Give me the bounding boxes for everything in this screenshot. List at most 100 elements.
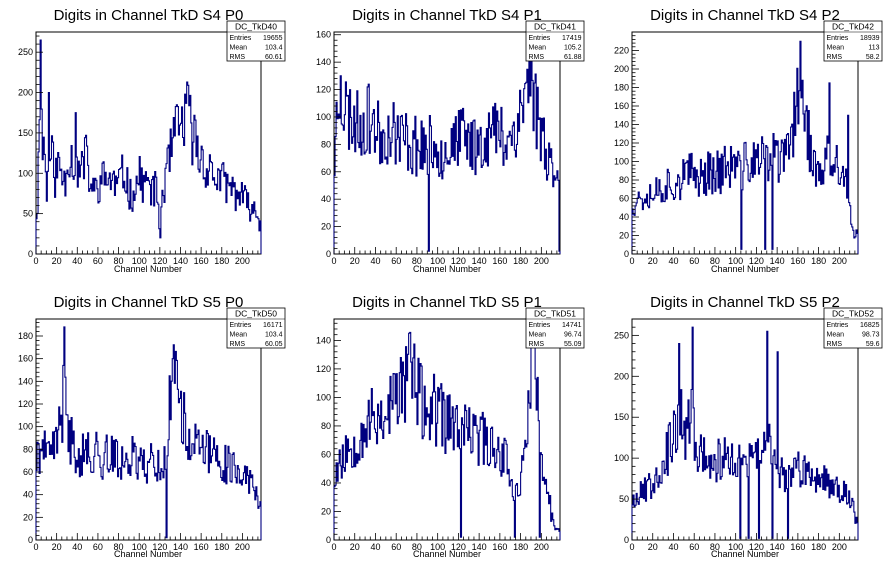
- plot-frame: [333, 318, 561, 541]
- y-tick-label: 180: [614, 83, 629, 93]
- stats-label-entries: Entries: [230, 322, 252, 329]
- y-tick-label: 60: [619, 194, 629, 204]
- stats-box: DC_TkD42 Entries 18939 Mean 113 RMS 58.2: [823, 20, 883, 62]
- x-tick-label: 200: [534, 256, 549, 266]
- x-tick-label: 80: [114, 256, 124, 266]
- y-tick-label: 100: [18, 168, 33, 178]
- histogram-line: [333, 318, 561, 540]
- stats-box-frame: [226, 20, 286, 62]
- y-tick-label: 40: [23, 490, 33, 500]
- stats-value-entries: 16825: [860, 322, 880, 329]
- y-tick-label: 250: [614, 330, 629, 340]
- x-tick-label: 180: [513, 542, 528, 552]
- y-tick-label: 200: [18, 88, 33, 98]
- y-tick-label: 220: [614, 46, 629, 56]
- stats-name: DC_TkD51: [534, 309, 576, 319]
- x-tick-label: 20: [648, 256, 658, 266]
- stats-label-rms: RMS: [529, 341, 545, 348]
- stats-label-entries: Entries: [827, 322, 849, 329]
- histogram-panel-4: Digits in Channel TkD S5 P0 0 20 40 60 80 100 1…: [18, 294, 286, 559]
- y-tick-label: 20: [321, 222, 331, 232]
- y-tick-label: 120: [614, 138, 629, 148]
- stats-label-mean: Mean: [230, 45, 248, 52]
- y-tick-label: 80: [321, 421, 331, 431]
- x-tick-label: 20: [648, 542, 658, 552]
- stats-value-rms: 58.2: [866, 54, 880, 61]
- stats-value-mean: 98.73: [862, 332, 880, 339]
- stats-label-entries: Entries: [529, 322, 551, 329]
- x-tick-label: 40: [72, 256, 82, 266]
- y-tick-label: 150: [614, 412, 629, 422]
- y-tick-label: 0: [28, 249, 33, 259]
- stats-name: DC_TkD41: [534, 22, 576, 32]
- y-tick-label: 0: [624, 535, 629, 545]
- stats-value-entries: 14741: [562, 322, 582, 329]
- x-tick-label: 20: [52, 542, 62, 552]
- plot-frame: [35, 31, 262, 255]
- stats-label-mean: Mean: [529, 332, 547, 339]
- y-tick-label: 60: [321, 449, 331, 459]
- x-tick-label: 100: [132, 256, 147, 266]
- stats-label-rms: RMS: [827, 341, 843, 348]
- x-tick-label: 140: [770, 256, 785, 266]
- y-tick-label: 100: [614, 453, 629, 463]
- x-tick-label: 40: [370, 256, 380, 266]
- y-tick-label: 20: [321, 506, 331, 516]
- x-tick-label: 160: [492, 542, 507, 552]
- y-tick-label: 60: [23, 467, 33, 477]
- x-tick-label: 80: [412, 256, 422, 266]
- stats-box: DC_TkD41 Entries 17419 Mean 105.2 RMS 61.88: [525, 20, 585, 62]
- panel-title: Digits in Channel TkD S4 P2: [650, 7, 840, 24]
- y-tick-label: 40: [321, 478, 331, 488]
- y-tick-label: 250: [18, 47, 33, 57]
- x-tick-label: 0: [33, 256, 38, 266]
- x-tick-label: 120: [451, 542, 466, 552]
- x-tick-label: 160: [790, 256, 805, 266]
- stats-value-entries: 17419: [562, 35, 582, 42]
- y-tick-label: 140: [18, 376, 33, 386]
- x-tick-label: 80: [710, 542, 720, 552]
- y-tick-label: 100: [316, 392, 331, 402]
- stats-box-frame: [823, 20, 883, 62]
- stats-value-rms: 60.61: [265, 54, 283, 61]
- x-tick-label: 40: [668, 256, 678, 266]
- y-tick-label: 200: [614, 64, 629, 74]
- x-tick-label: 140: [472, 542, 487, 552]
- stats-value-entries: 18939: [860, 35, 880, 42]
- y-tick-label: 20: [23, 512, 33, 522]
- panel-title: Digits in Channel TkD S4 P0: [54, 7, 244, 24]
- y-tick-label: 50: [619, 494, 629, 504]
- x-tick-label: 20: [350, 256, 360, 266]
- x-tick-label: 200: [235, 542, 250, 552]
- panel-title: Digits in Channel TkD S5 P0: [54, 294, 244, 311]
- y-tick-label: 140: [316, 335, 331, 345]
- stats-label-mean: Mean: [529, 45, 547, 52]
- x-axis-label: Channel Number: [114, 264, 182, 274]
- y-tick-label: 0: [28, 535, 33, 545]
- histogram-line: [631, 326, 859, 540]
- x-tick-label: 100: [728, 542, 743, 552]
- x-tick-label: 160: [492, 256, 507, 266]
- stats-value-rms: 61.88: [564, 54, 582, 61]
- x-tick-label: 100: [132, 542, 147, 552]
- x-tick-label: 120: [749, 542, 764, 552]
- histogram-panel-5: Digits in Channel TkD S5 P1 0 20 40 60 80 100 1…: [316, 294, 585, 559]
- y-tick-label: 80: [619, 175, 629, 185]
- y-tick-label: 0: [326, 535, 331, 545]
- x-tick-label: 180: [214, 542, 229, 552]
- x-tick-label: 60: [391, 542, 401, 552]
- x-tick-label: 200: [832, 256, 847, 266]
- histogram-line: [35, 326, 262, 540]
- x-tick-label: 100: [430, 256, 445, 266]
- x-tick-label: 200: [534, 542, 549, 552]
- y-tick-label: 40: [321, 194, 331, 204]
- x-axis-label: Channel Number: [413, 549, 481, 559]
- x-tick-label: 0: [629, 542, 634, 552]
- stats-name: DC_TkD50: [235, 309, 277, 319]
- y-tick-label: 50: [23, 209, 33, 219]
- stats-value-mean: 103.4: [265, 45, 283, 52]
- x-axis-label: Channel Number: [114, 549, 182, 559]
- x-tick-label: 180: [811, 542, 826, 552]
- y-tick-label: 100: [614, 157, 629, 167]
- stats-label-mean: Mean: [827, 332, 845, 339]
